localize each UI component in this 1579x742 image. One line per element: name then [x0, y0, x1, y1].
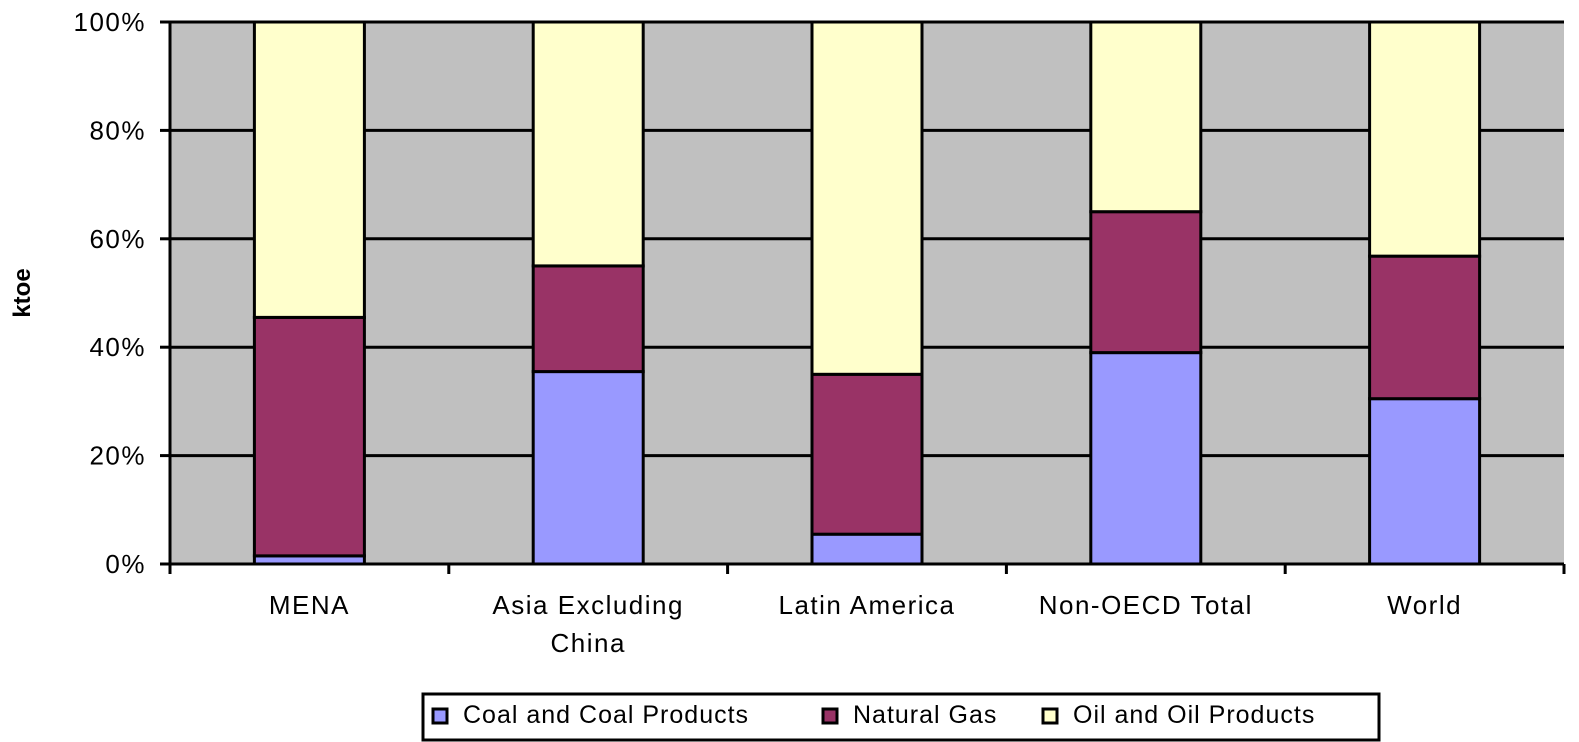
- x-ticks: MENA Asia Excluding China Latin America Non-…: [168, 564, 1566, 658]
- bar-segment: [252, 20, 366, 319]
- x-tick-label: Latin America: [778, 590, 955, 620]
- bar-stack: [1368, 20, 1482, 566]
- y-tick-label: 80%: [89, 115, 146, 145]
- y-tick-label: 40%: [89, 332, 146, 362]
- legend-box: [421, 692, 1381, 742]
- y-tick-label: 20%: [89, 441, 146, 471]
- bars: [252, 20, 1482, 566]
- bar-segment: [810, 20, 924, 376]
- y-tick-label: 100%: [74, 7, 147, 37]
- bar-segment: [1089, 210, 1203, 355]
- x-tick-label: Asia Excluding China: [492, 590, 684, 658]
- bar-segment: [810, 372, 924, 536]
- bar-segment: [1368, 20, 1482, 258]
- x-tick-label: Non-OECD Total: [1039, 590, 1253, 620]
- bar-segment: [1368, 254, 1482, 401]
- legend: Coal and Coal Products Natural Gas Oil and…: [421, 692, 1381, 742]
- bar-segment: [1089, 20, 1203, 214]
- bar-segment: [1368, 397, 1482, 566]
- bar-segment: [1089, 351, 1203, 566]
- bar-stack: [810, 20, 924, 566]
- bar-segment: [531, 370, 645, 566]
- bar-segment: [531, 264, 645, 374]
- bar-stack: [252, 20, 366, 566]
- bar-stack: [1089, 20, 1203, 566]
- y-tick-label: 60%: [89, 224, 146, 254]
- legend-swatch: [821, 707, 839, 725]
- legend-swatch: [431, 707, 449, 725]
- bar-segment: [531, 20, 645, 268]
- x-tick-label: MENA: [269, 590, 350, 620]
- bar-stack: [531, 20, 645, 566]
- bar-segment: [810, 532, 924, 566]
- bar-segment: [252, 315, 366, 558]
- legend-label: Natural Gas: [853, 701, 997, 729]
- legend-label: Oil and Oil Products: [1073, 701, 1315, 729]
- y-ticks: 0% 20% 40% 60% 80% 100%: [74, 7, 170, 579]
- legend-label: Coal and Coal Products: [463, 701, 749, 729]
- y-axis-title: ktoe: [9, 268, 36, 317]
- legend-swatch: [1041, 707, 1059, 725]
- x-tick-label: World: [1387, 590, 1462, 620]
- y-tick-label: 0%: [105, 549, 146, 579]
